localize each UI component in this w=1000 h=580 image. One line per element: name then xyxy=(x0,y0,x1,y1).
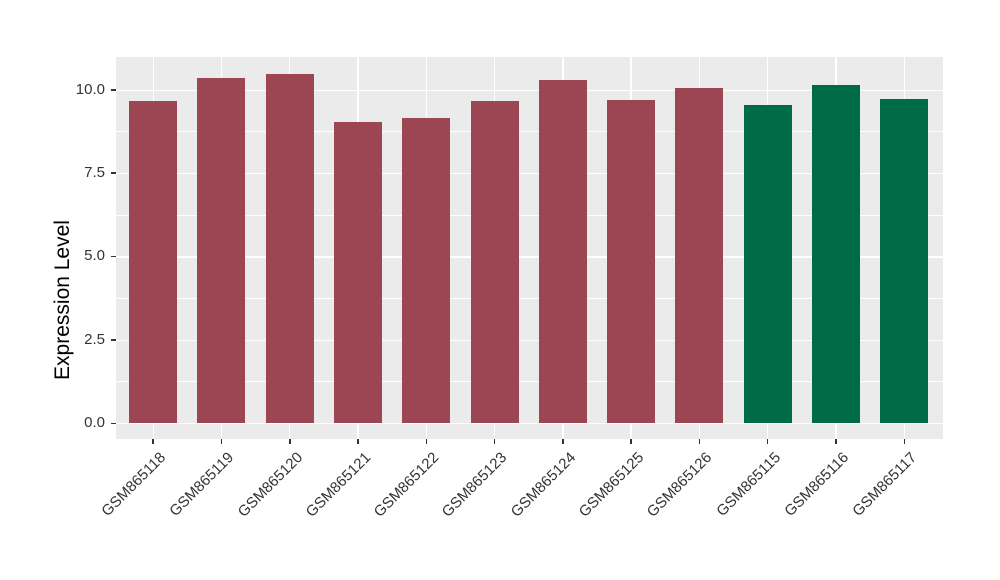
y-axis-tick-label: 10.0 xyxy=(75,80,105,98)
y-major-gridline xyxy=(116,89,943,91)
bar-GSM865126 xyxy=(675,87,724,423)
x-axis-tick-mark xyxy=(630,439,632,444)
x-axis-tick-mark xyxy=(698,439,701,444)
y-axis-tick-label: 5.0 xyxy=(84,247,105,265)
x-axis-tick-label: GSM865124 xyxy=(507,449,579,521)
x-axis-tick-mark xyxy=(220,439,223,444)
y-minor-gridline xyxy=(116,214,943,216)
y-major-gridline xyxy=(116,256,943,258)
y-axis-tick-mark xyxy=(111,339,116,341)
x-axis-tick-mark xyxy=(493,439,496,444)
bar-GSM865121 xyxy=(334,121,383,423)
x-axis-tick-mark xyxy=(357,439,359,444)
y-axis-tick-label: 7.5 xyxy=(84,163,105,181)
y-axis-tick-mark xyxy=(111,422,116,424)
x-axis-tick-label: GSM865125 xyxy=(575,449,648,521)
bar-GSM865122 xyxy=(402,117,451,423)
y-major-gridline xyxy=(116,339,943,342)
y-axis-tick-label: 2.5 xyxy=(84,330,105,348)
y-axis-tick-label: 0.0 xyxy=(84,414,105,431)
x-axis-tick-mark xyxy=(562,439,564,444)
x-axis-tick-mark xyxy=(766,439,769,444)
bar-GSM865118 xyxy=(129,101,178,423)
x-axis-tick-mark xyxy=(152,439,154,444)
y-minor-gridline xyxy=(116,297,943,299)
x-axis-tick-label: GSM865120 xyxy=(234,449,306,521)
x-axis-tick-label: GSM865123 xyxy=(439,449,511,521)
y-axis-tick-mark xyxy=(111,172,116,174)
bar-GSM865117 xyxy=(880,98,929,423)
x-axis-tick-label: GSM865119 xyxy=(166,449,238,520)
y-minor-gridline xyxy=(116,381,943,383)
x-axis-tick-label: GSM865121 xyxy=(302,449,375,521)
x-axis-tick-label: GSM865115 xyxy=(712,449,784,520)
x-axis-tick-label: GSM865118 xyxy=(98,449,170,520)
y-axis-title: Expression Level xyxy=(51,220,74,380)
y-minor-gridline xyxy=(116,131,943,132)
x-axis-tick-mark xyxy=(903,439,906,444)
x-axis-tick-label: GSM865117 xyxy=(849,449,921,520)
bar-GSM865124 xyxy=(538,79,587,423)
y-major-gridline xyxy=(116,423,943,425)
bar-GSM865125 xyxy=(607,100,656,423)
bar-GSM865119 xyxy=(197,77,246,423)
y-major-gridline xyxy=(116,172,943,175)
x-axis-tick-label: GSM865126 xyxy=(643,449,716,521)
x-axis-tick-mark xyxy=(835,439,837,444)
y-axis-tick-mark xyxy=(111,89,116,91)
bar-GSM865115 xyxy=(743,104,792,423)
bar-GSM865116 xyxy=(812,85,860,423)
x-axis-tick-label: GSM865116 xyxy=(781,449,853,520)
bar-GSM865120 xyxy=(265,73,314,423)
plot-panel xyxy=(116,57,943,439)
x-axis-tick-mark xyxy=(425,439,428,444)
x-axis-tick-mark xyxy=(289,439,291,444)
y-axis-tick-mark xyxy=(111,255,116,258)
bar-GSM865123 xyxy=(470,100,519,423)
x-axis-tick-label: GSM865122 xyxy=(370,449,443,521)
